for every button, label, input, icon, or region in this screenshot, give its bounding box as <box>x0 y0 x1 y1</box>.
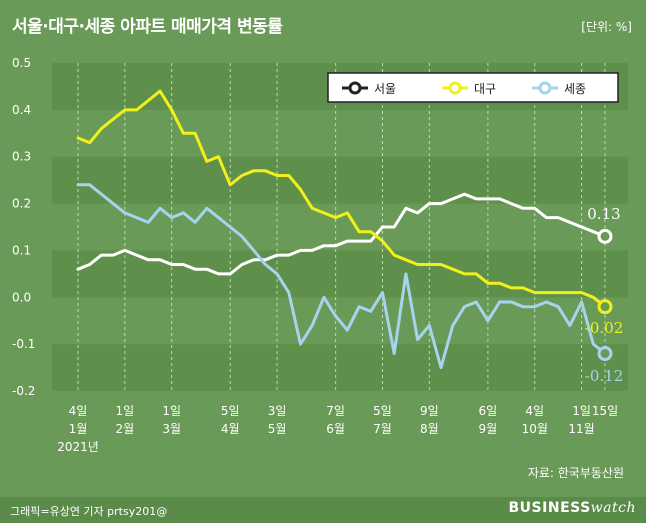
end-value-label: 0.13 <box>587 205 620 223</box>
x-tick-label: 4월 <box>221 422 240 436</box>
end-marker-sejong <box>597 346 613 362</box>
legend-label-seoul: 서울 <box>374 82 396 96</box>
y-tick-label: -0.2 <box>12 384 35 398</box>
x-tick-label: 4일 <box>525 404 544 418</box>
grid-band <box>52 156 628 204</box>
x-tick-label: 2월 <box>116 422 135 436</box>
x-tick-label: 9일 <box>420 404 439 418</box>
legend-marker-sejong <box>538 81 552 95</box>
logo-main: BUSINESS <box>508 500 591 516</box>
x-tick-label: 1월 <box>69 422 88 436</box>
x-tick-label: 5일 <box>221 404 240 418</box>
x-tick-label: 3월 <box>162 422 181 436</box>
series-line-daegu <box>76 89 607 309</box>
footer-bar <box>0 497 646 523</box>
y-tick-label: 0.3 <box>12 150 31 164</box>
x-tick-label: 1일 <box>116 404 135 418</box>
businesswatch-logo: BUSINESSwatch <box>509 500 636 516</box>
x-tick-label: 9월 <box>479 422 498 436</box>
x-tick-label: 4일 <box>69 404 88 418</box>
grid-band <box>52 250 628 298</box>
series-line-sejong <box>76 183 607 370</box>
x-tick-label: 7일 <box>326 404 345 418</box>
graphic-credit: 그래픽=유상연 기자 prtsy201@ <box>10 505 168 518</box>
end-value-label: -0.02 <box>585 319 623 337</box>
x-tick-label: 5일 <box>373 404 392 418</box>
x-tick-label: 6월 <box>326 422 345 436</box>
end-marker-daegu <box>597 299 613 315</box>
x-tick-label: 7월 <box>373 422 392 436</box>
x-tick-label: 1일 <box>162 404 181 418</box>
x-tick-label: 5월 <box>268 422 287 436</box>
x-tick-label: 3일 <box>268 404 287 418</box>
x-tick-label: 11월 <box>568 422 594 436</box>
legend-marker-seoul <box>348 81 362 95</box>
y-tick-label: 0.0 <box>12 290 31 304</box>
legend-label-sejong: 세종 <box>564 82 586 96</box>
source-label: 자료: 한국부동산원 <box>527 466 624 480</box>
y-tick-label: 0.5 <box>12 56 31 70</box>
y-tick-label: 0.4 <box>12 103 31 117</box>
logo-tail: watch <box>590 500 636 516</box>
line-chart: 0.5 0.4 0.3 0.2 0.1 0.0 -0.1 -0.2 4일 1월 2021년 1일 2월 1… <box>12 56 628 454</box>
x-tick-label: 2021년 <box>57 440 99 454</box>
x-tick-label: 1일 <box>572 404 591 418</box>
y-tick-label: 0.1 <box>12 243 31 257</box>
end-marker-seoul <box>597 228 613 244</box>
x-tick-label: 15일 <box>592 404 618 418</box>
x-tick-label: 10월 <box>522 422 548 436</box>
legend-label-daegu: 대구 <box>474 82 496 96</box>
x-tick-label: 6일 <box>479 404 498 418</box>
series-line-seoul <box>76 192 607 276</box>
x-tick-label: 8월 <box>420 422 439 436</box>
chart-title: 서울·대구·세종 아파트 매매가격 변동률 <box>12 17 283 37</box>
legend-box <box>327 72 619 103</box>
end-value-label: -0.12 <box>585 367 623 385</box>
y-tick-label: 0.2 <box>12 197 31 211</box>
legend-marker-daegu <box>448 81 462 95</box>
y-tick-label: -0.1 <box>12 337 35 351</box>
unit-label: [단위: %] <box>581 20 632 34</box>
grid-band <box>52 344 628 391</box>
